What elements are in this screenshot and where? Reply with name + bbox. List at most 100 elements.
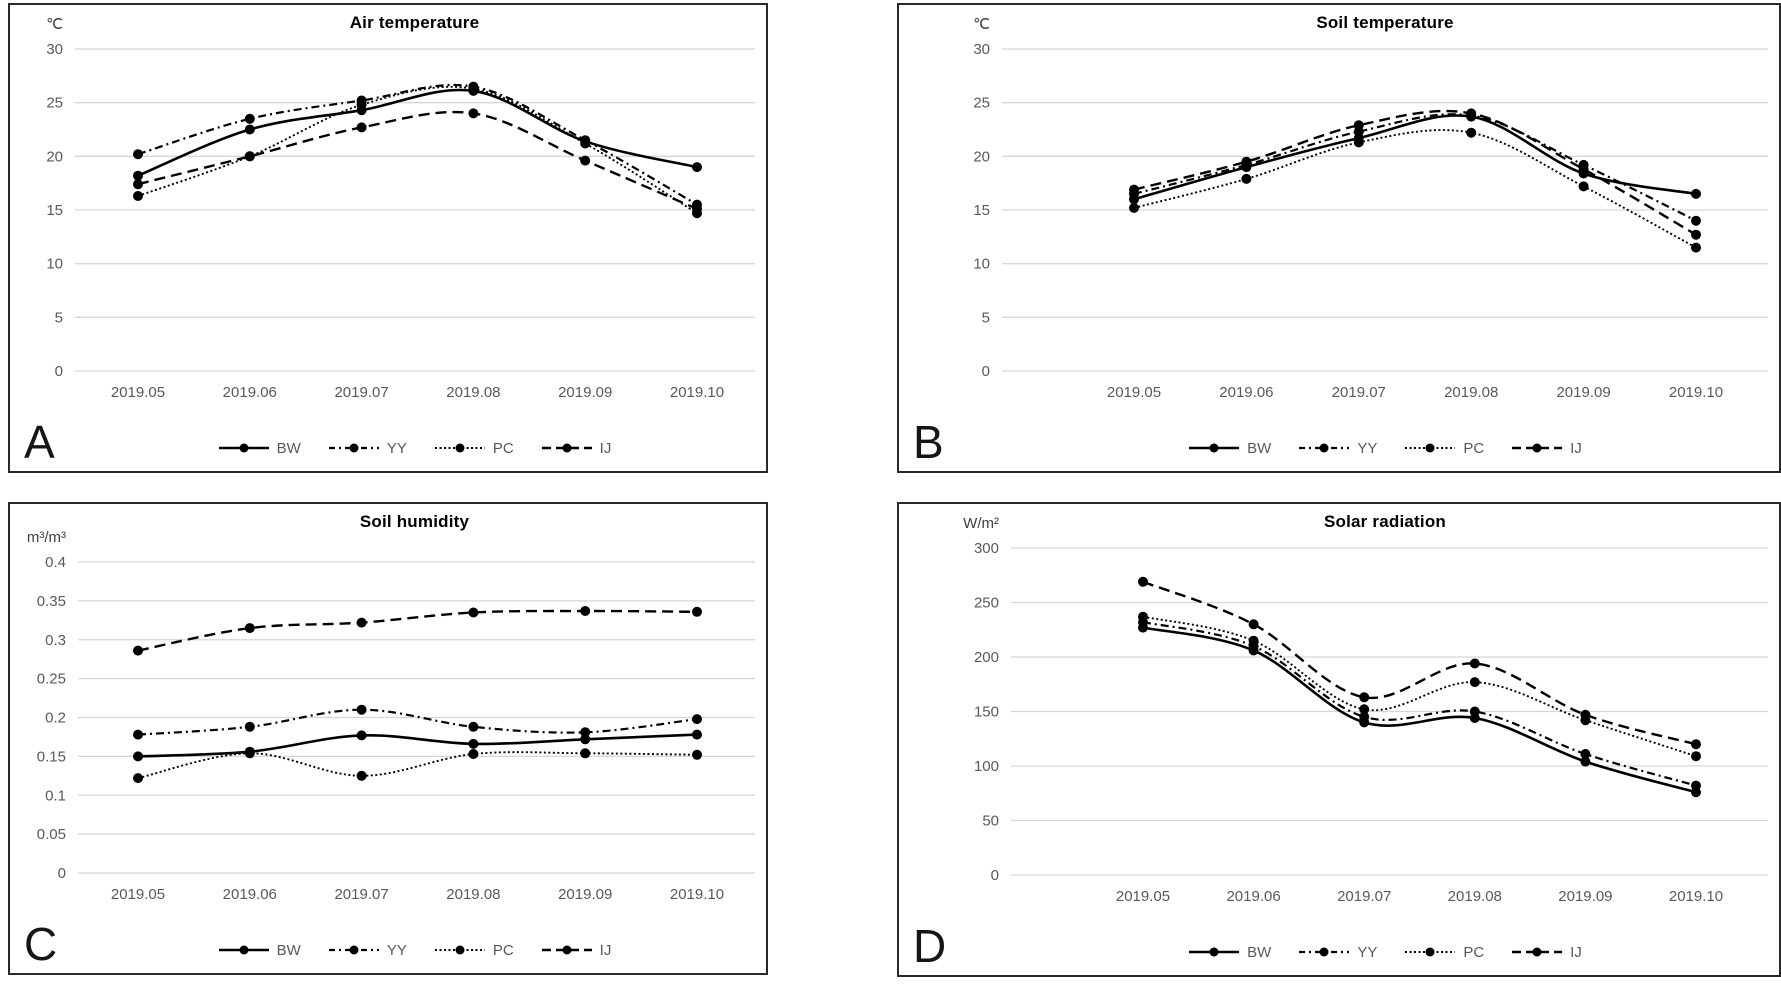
data-point-marker bbox=[468, 721, 479, 732]
y-axis-tick-labels: 30 25 20 15 10 5 0 bbox=[46, 41, 63, 380]
y-tick-label: 0.1 bbox=[45, 787, 66, 804]
legend-label: IJ bbox=[599, 439, 612, 457]
data-point-marker bbox=[692, 714, 702, 725]
legend-label: YY bbox=[1357, 943, 1378, 961]
data-point-marker bbox=[133, 170, 143, 181]
chart-title: Soil temperature bbox=[1316, 13, 1454, 32]
chart-panel-air-temperature: Air temperature 30 25 20 15 10 5 0 ℃ 2019.05 2019… bbox=[8, 3, 768, 473]
legend-marker bbox=[1319, 443, 1329, 453]
series-line-YY bbox=[137, 708, 698, 736]
legend-line-sample-solid bbox=[1189, 947, 1240, 957]
data-point-marker bbox=[1359, 692, 1370, 703]
y-tick-label: 10 bbox=[46, 256, 63, 273]
x-tick-label: 2019.06 bbox=[1226, 888, 1280, 905]
x-tick-label: 2019.07 bbox=[1337, 888, 1391, 905]
data-point-marker bbox=[580, 155, 591, 166]
data-point-marker bbox=[244, 623, 255, 634]
y-tick-label: 0.05 bbox=[37, 826, 66, 843]
legend-item-IJ: IJ bbox=[541, 439, 612, 457]
data-point-marker bbox=[1129, 202, 1139, 213]
legend-item-PC: PC bbox=[434, 942, 514, 959]
legend-marker bbox=[455, 945, 465, 955]
legend-line-sample-dashed bbox=[541, 945, 592, 955]
legend-label: YY bbox=[386, 941, 407, 959]
data-point-marker bbox=[1691, 188, 1701, 199]
data-point-marker bbox=[580, 727, 591, 738]
data-point-marker bbox=[1359, 704, 1370, 715]
series-IJ bbox=[1138, 576, 1701, 750]
data-point-marker bbox=[1691, 739, 1701, 750]
data-point-marker bbox=[580, 748, 591, 759]
data-point-marker bbox=[133, 191, 143, 201]
y-tick-label: 250 bbox=[974, 595, 999, 612]
y-tick-label: 0.15 bbox=[37, 748, 66, 765]
legend-marker bbox=[1425, 947, 1435, 957]
legend-marker bbox=[239, 443, 249, 453]
chart-title: Soil humidity bbox=[359, 512, 470, 531]
legend-label: PC bbox=[1463, 439, 1485, 457]
data-point-marker bbox=[244, 124, 255, 135]
data-point-marker bbox=[356, 122, 367, 133]
x-tick-label: 2019.05 bbox=[1116, 888, 1170, 905]
x-tick-label: 2019.06 bbox=[1219, 384, 1273, 401]
data-point-marker bbox=[133, 645, 143, 656]
x-tick-label: 2019.09 bbox=[1556, 384, 1610, 401]
series-BW bbox=[133, 85, 702, 181]
legend-item-PC: PC bbox=[434, 440, 514, 457]
data-point-marker bbox=[580, 734, 591, 745]
data-point-marker bbox=[356, 99, 367, 110]
legend-line-sample-dotted bbox=[434, 443, 485, 453]
legend-label: IJ bbox=[599, 941, 612, 959]
x-axis-tick-labels: 2019.05 2019.06 2019.07 2019.08 2019.09 2019.… bbox=[1107, 384, 1723, 401]
panel-letter: C bbox=[24, 918, 58, 970]
x-tick-label: 2019.10 bbox=[670, 886, 724, 903]
data-point-marker bbox=[356, 730, 367, 741]
series-line-BW bbox=[137, 88, 698, 177]
data-point-marker bbox=[356, 704, 367, 715]
chart-legend: BW YY PC IJ bbox=[1002, 943, 1768, 961]
data-point-marker bbox=[133, 751, 143, 762]
x-tick-label: 2019.07 bbox=[1332, 384, 1386, 401]
y-tick-label: 0 bbox=[58, 865, 66, 882]
x-axis-tick-labels: 2019.05 2019.06 2019.07 2019.08 2019.09 2019.… bbox=[111, 886, 724, 903]
x-tick-label: 2019.07 bbox=[334, 384, 388, 401]
y-axis-unit-label: ℃ bbox=[973, 16, 990, 33]
series-PC bbox=[133, 748, 702, 784]
legend-line-sample-dotted bbox=[434, 945, 485, 955]
series-line-PC bbox=[137, 85, 698, 215]
y-tick-label: 20 bbox=[46, 148, 63, 165]
series-YY bbox=[133, 704, 702, 740]
data-point-marker bbox=[1466, 127, 1477, 138]
legend-item-IJ: IJ bbox=[541, 941, 612, 959]
series-BW bbox=[1129, 111, 1701, 205]
data-point-marker bbox=[692, 606, 702, 617]
data-point-marker bbox=[1469, 706, 1480, 717]
y-tick-label: 0.2 bbox=[45, 710, 66, 727]
series-line-BW bbox=[137, 733, 698, 758]
legend-line-sample-dashdot bbox=[1299, 947, 1350, 957]
panel-letter: B bbox=[913, 416, 944, 468]
series-YY bbox=[1138, 617, 1701, 791]
y-tick-label: 0.25 bbox=[37, 671, 66, 688]
panel-letter: D bbox=[913, 920, 947, 972]
y-tick-label: 30 bbox=[46, 41, 63, 58]
x-tick-label: 2019.08 bbox=[1448, 888, 1502, 905]
x-tick-label: 2019.09 bbox=[558, 384, 612, 401]
legend-line-sample-dashed bbox=[541, 443, 592, 453]
data-point-marker bbox=[1580, 756, 1591, 767]
data-point-marker bbox=[244, 113, 255, 124]
y-tick-label: 5 bbox=[55, 309, 63, 326]
y-axis-tick-labels: 30 25 20 15 10 5 0 bbox=[973, 41, 990, 380]
data-point-marker bbox=[468, 108, 479, 119]
legend-marker bbox=[239, 945, 249, 955]
data-point-marker bbox=[580, 606, 591, 616]
y-axis-unit-label: W/m² bbox=[963, 515, 999, 532]
y-tick-label: 0 bbox=[55, 363, 63, 380]
legend-marker bbox=[562, 945, 572, 955]
legend-item-YY: YY bbox=[1298, 440, 1377, 457]
data-point-marker bbox=[1466, 108, 1477, 119]
data-point-marker bbox=[1241, 156, 1252, 167]
series-PC bbox=[1129, 127, 1701, 253]
